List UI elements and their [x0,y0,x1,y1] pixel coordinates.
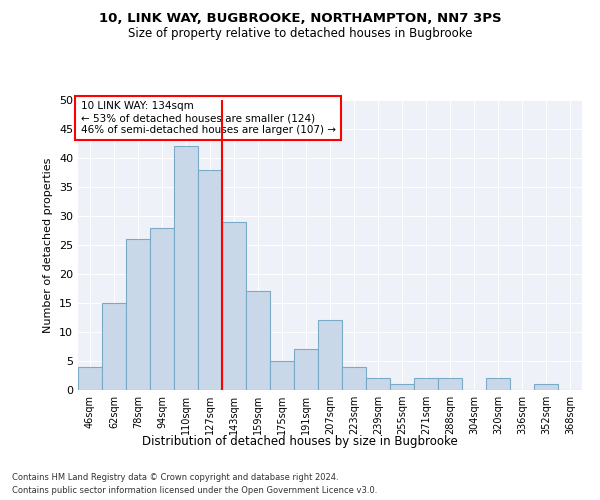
Text: Size of property relative to detached houses in Bugbrooke: Size of property relative to detached ho… [128,28,472,40]
Text: 10 LINK WAY: 134sqm
← 53% of detached houses are smaller (124)
46% of semi-detac: 10 LINK WAY: 134sqm ← 53% of detached ho… [80,102,335,134]
Bar [438,378,462,390]
Bar [366,378,390,390]
Text: 10, LINK WAY, BUGBROOKE, NORTHAMPTON, NN7 3PS: 10, LINK WAY, BUGBROOKE, NORTHAMPTON, NN… [98,12,502,26]
Bar [78,367,102,390]
Bar [390,384,414,390]
Y-axis label: Number of detached properties: Number of detached properties [43,158,53,332]
Bar [198,170,222,390]
Bar [102,303,126,390]
Bar [150,228,174,390]
Bar [414,378,438,390]
Bar [174,146,198,390]
Bar [318,320,342,390]
Bar [486,378,510,390]
Bar [294,350,318,390]
Text: Distribution of detached houses by size in Bugbrooke: Distribution of detached houses by size … [142,435,458,448]
Bar [222,222,246,390]
Bar [534,384,558,390]
Text: Contains HM Land Registry data © Crown copyright and database right 2024.: Contains HM Land Registry data © Crown c… [12,472,338,482]
Bar [270,361,294,390]
Bar [246,292,270,390]
Text: Contains public sector information licensed under the Open Government Licence v3: Contains public sector information licen… [12,486,377,495]
Bar [342,367,366,390]
Bar [126,239,150,390]
